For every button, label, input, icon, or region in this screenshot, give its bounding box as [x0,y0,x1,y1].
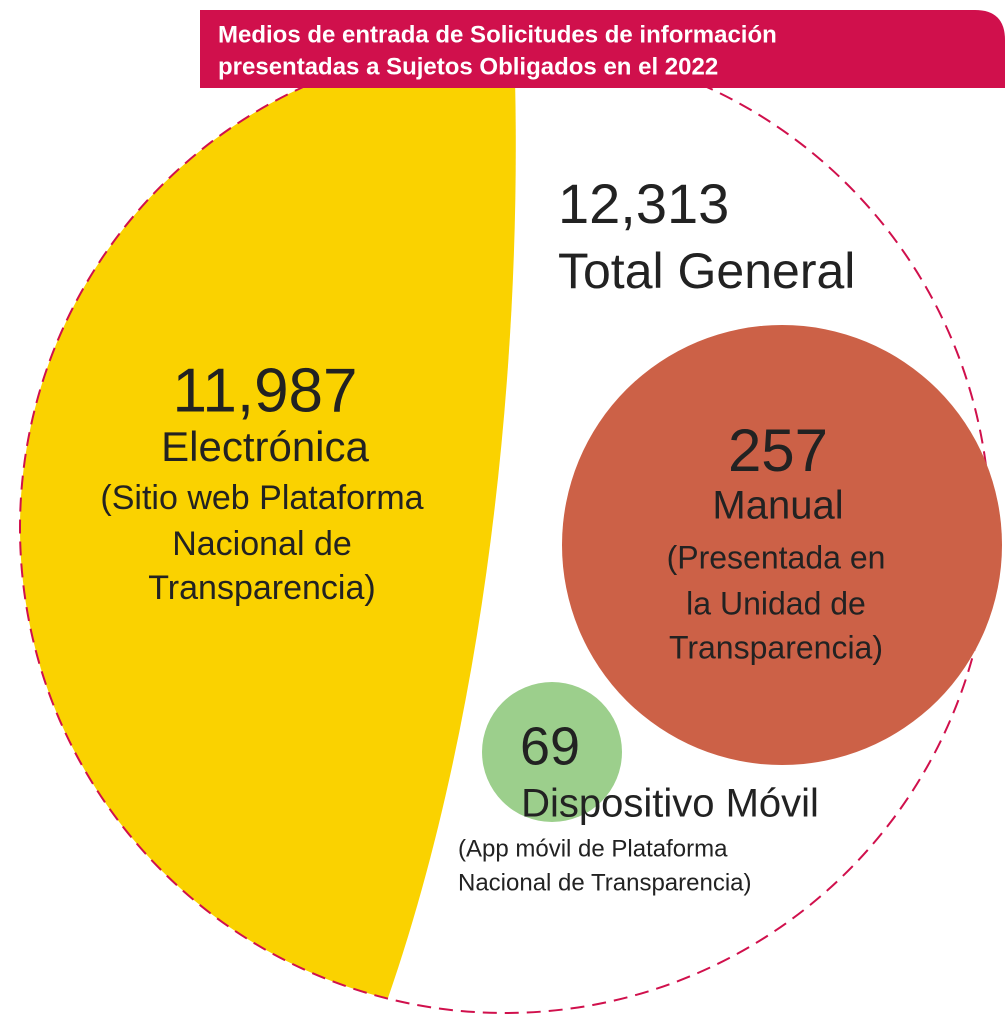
item-value: 69 [520,716,580,776]
item-value: 11,987 [172,356,357,425]
total-value: 12,313 [558,172,729,235]
item-value: 257 [728,417,828,484]
electronic-area [20,43,516,1013]
title-line: presentadas a Sujetos Obligados en el 20… [218,53,718,80]
item-note: la Unidad de [686,585,866,621]
item-note: (Sitio web Plataforma [100,479,423,517]
item-label: Dispositivo Móvil [521,782,819,826]
item-note: Nacional de Transparencia) [458,869,752,896]
title-box [200,10,1005,88]
item-label: Manual [712,484,843,528]
total-label: Total General [558,243,855,299]
item-note: (Presentada en [667,539,886,575]
item-note: (App móvil de Plataforma [458,835,728,862]
mobile-circle [482,682,622,822]
item-label: Electrónica [161,423,369,470]
manual-circle [562,325,1002,765]
title-line: Medios de entrada de Solicitudes de info… [218,21,777,48]
item-note: Transparencia) [669,629,883,665]
item-note: Transparencia) [148,569,375,607]
item-note: Nacional de [172,525,352,563]
